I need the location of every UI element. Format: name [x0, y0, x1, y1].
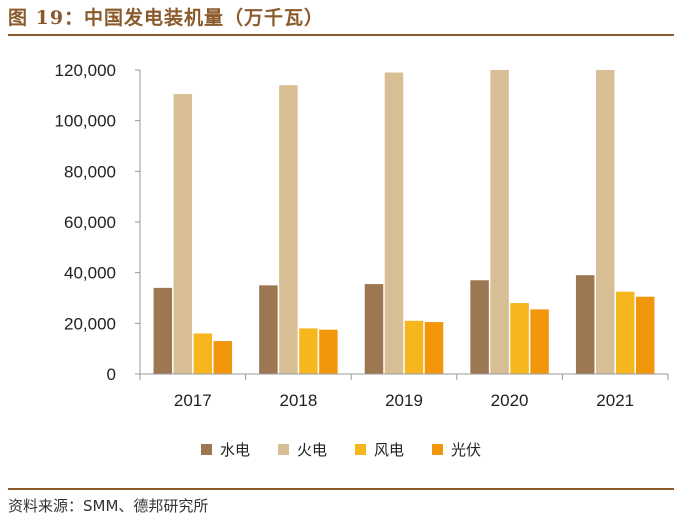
bar-2021-3	[635, 296, 655, 374]
legend-label: 水电	[219, 440, 250, 459]
title-rule	[8, 34, 674, 36]
x-tick-label: 2021	[596, 391, 634, 410]
y-tick-label: 20,000	[64, 314, 116, 333]
bar-2019-2	[404, 320, 424, 374]
footer-rule	[8, 488, 674, 490]
bar-2017-1	[173, 94, 193, 375]
legend-swatch	[277, 443, 289, 455]
bar-2017-3	[213, 341, 233, 374]
y-tick-label: 40,000	[64, 264, 116, 283]
bar-2018-2	[299, 328, 318, 374]
legend-swatch	[200, 443, 212, 455]
x-tick-label: 2018	[279, 391, 317, 410]
bar-2021-0	[575, 275, 595, 374]
source-note: 资料来源：SMM、德邦研究所	[8, 497, 209, 515]
legend-item-solar: 光伏	[432, 439, 481, 460]
legend-item-hydro: 水电	[200, 439, 250, 460]
legend-item-wind: 风电	[355, 439, 404, 460]
y-axis: 0 20,000 40,000 60,000 80,000 100,000 120,000	[55, 61, 141, 384]
bar-2020-3	[530, 309, 549, 374]
x-tick-label: 2020	[491, 391, 529, 410]
bar-2021-2	[615, 291, 635, 374]
bar-2018-1	[279, 85, 298, 374]
legend-label: 光伏	[451, 440, 482, 459]
legend-swatch	[355, 443, 366, 455]
bar-2019-0	[364, 284, 384, 374]
legend-swatch	[432, 443, 444, 455]
bar-2019-1	[384, 72, 404, 375]
x-tick-label: 2017	[174, 391, 212, 410]
bar-2020-2	[510, 303, 529, 374]
legend-label: 风电	[374, 440, 405, 459]
bar-2018-0	[259, 285, 278, 374]
bar-chart: 020,00040,00060,00080,000100,000120,000 …	[55, 61, 669, 410]
figure-title: 图 19：中国发电装机量（万千瓦）	[8, 7, 325, 29]
bar-2020-1	[490, 70, 509, 374]
bar-2017-0	[153, 287, 173, 374]
legend-item-thermal: 火电	[277, 439, 327, 460]
legend: 水电 火电 风电 光伏	[0, 436, 682, 462]
y-tick-label: 120,000	[55, 61, 116, 80]
x-axis: 2017 2018 2019 2020 2021	[139, 373, 669, 410]
y-tick-label: 100,000	[55, 112, 116, 131]
x-tick-label: 2019	[385, 391, 423, 410]
bar-2019-3	[424, 322, 444, 374]
bar-2020-0	[470, 280, 489, 374]
bar-2021-1	[595, 70, 615, 374]
bars-group	[153, 70, 655, 375]
legend-label: 火电	[296, 440, 327, 459]
y-tick-label: 80,000	[64, 162, 116, 181]
bar-2017-2	[193, 333, 213, 374]
y-tick-label: 0	[107, 365, 116, 384]
bar-2018-3	[319, 329, 338, 374]
y-tick-label: 60,000	[64, 213, 116, 232]
